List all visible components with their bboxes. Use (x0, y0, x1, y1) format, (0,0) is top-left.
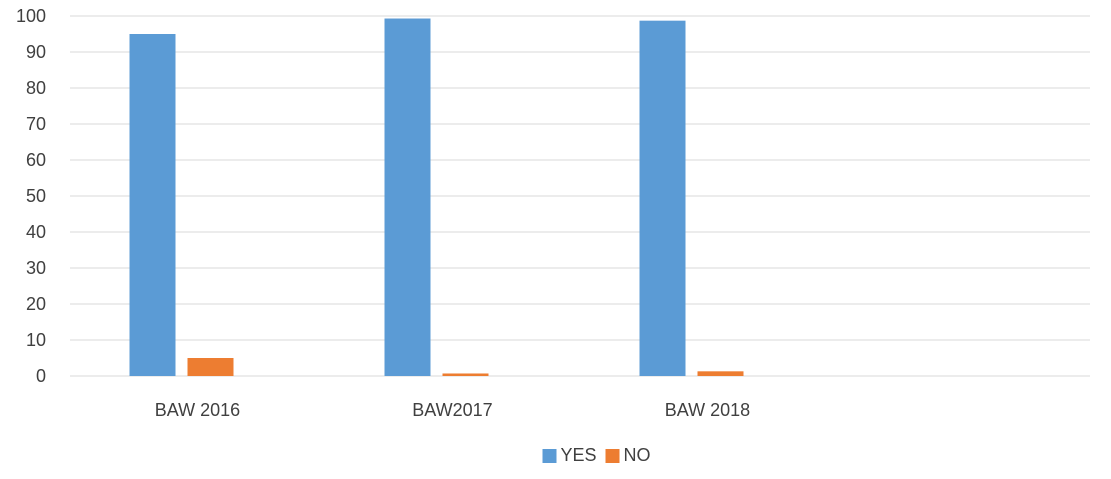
y-tick-label: 90 (26, 42, 46, 62)
y-tick-label: 70 (26, 114, 46, 134)
x-tick-label: BAW 2016 (155, 400, 240, 420)
bar-yes-0 (129, 34, 176, 376)
bar-no-2 (697, 371, 744, 376)
legend-label-yes: YES (561, 445, 597, 465)
bars (129, 18, 744, 377)
bar-yes-2 (639, 20, 686, 377)
x-tick-label: BAW 2018 (665, 400, 750, 420)
bar-no-0 (187, 358, 234, 376)
y-tick-label: 50 (26, 186, 46, 206)
legend: YES NO (542, 445, 651, 465)
legend-label-no: NO (624, 445, 651, 465)
y-tick-label: 40 (26, 222, 46, 242)
x-tick-labels: BAW 2016 BAW2017 BAW 2018 (155, 400, 750, 420)
y-tick-label: 60 (26, 150, 46, 170)
gridlines (70, 15, 1090, 341)
y-tick-label: 20 (26, 294, 46, 314)
y-tick-label: 0 (36, 366, 46, 386)
y-tick-label: 10 (26, 330, 46, 350)
bar-no-1 (442, 373, 489, 376)
legend-swatch-no (605, 449, 620, 463)
x-tick-label: BAW2017 (412, 400, 492, 420)
y-tick-labels: 0 10 20 30 40 50 60 70 80 90 100 (16, 6, 46, 386)
y-tick-label: 30 (26, 258, 46, 278)
legend-swatch-yes (542, 449, 557, 463)
bar-yes-1 (384, 18, 431, 377)
y-tick-label: 80 (26, 78, 46, 98)
y-tick-label: 100 (16, 6, 46, 26)
